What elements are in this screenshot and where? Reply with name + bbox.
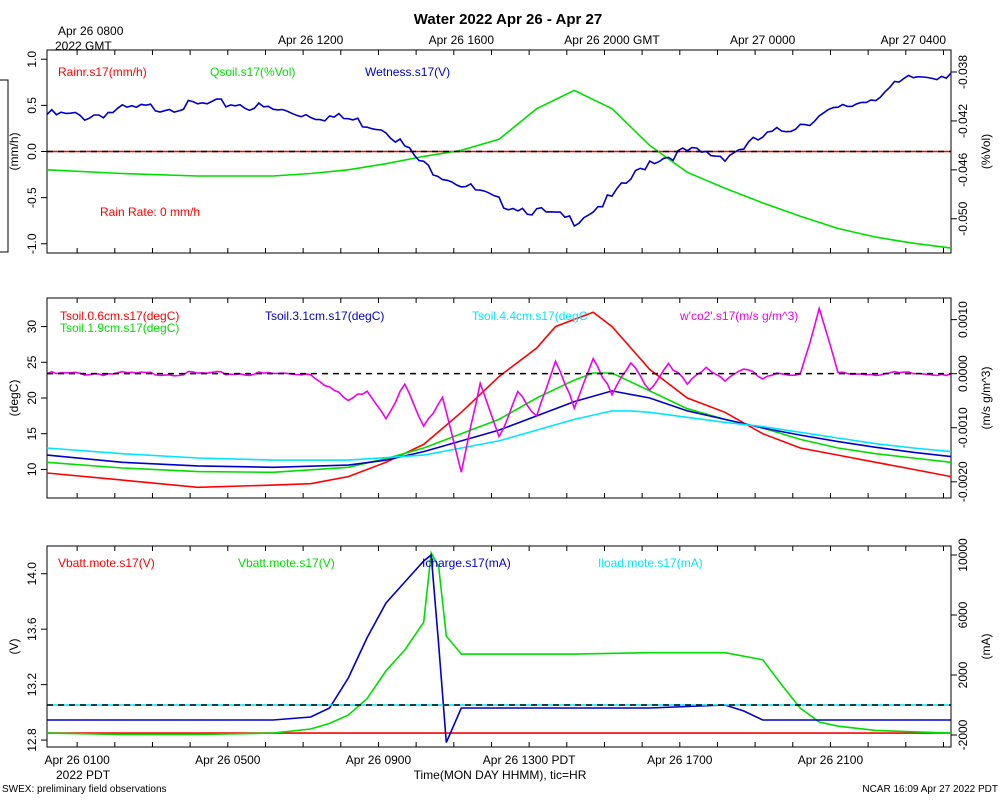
- legend-entry: Wetness.s17(V): [365, 65, 450, 79]
- series-line-blue: [46, 390, 952, 469]
- bottom-time-axis: Apr 26 0100 Apr 26 0500 Apr 26 0900 Apr 26 …: [44, 753, 863, 767]
- y-left-axis-label: (V): [7, 639, 21, 655]
- bottom-tick-label: Apr 26 0900: [346, 753, 412, 767]
- y-left-tick-label: 12.8: [25, 728, 39, 752]
- x-axis-label: Time(MON DAY HHMM), tic=HR: [414, 768, 587, 782]
- y-right-axis-label: (%Vol): [979, 134, 993, 169]
- y-left-tick-label: 0.0: [25, 143, 39, 160]
- y-left-axis-label: (mm/h): [7, 133, 21, 171]
- y-left-tick-label: 25: [25, 355, 39, 369]
- panel-soil-temperature: 30 25 20 15 10 (degC) 0.0010 0.0000 -0.0010 -0.00…: [7, 297, 993, 502]
- y-right-tick-label: 0.0010: [956, 301, 970, 338]
- legend-entry: Tsoil.4.4cm.s17(degC: [472, 309, 588, 323]
- series-line-cyan: [46, 410, 952, 461]
- top-tick-label: Apr 26 1200: [278, 33, 344, 47]
- legend-entry: Tsoil.1.9cm.s17(degC): [60, 321, 179, 335]
- legend-entry: Tsoil.3.1cm.s17(degC): [265, 309, 384, 323]
- y-left-tick-label: -1.0: [25, 233, 39, 254]
- bottom-tick-label: Apr 26 0500: [195, 753, 261, 767]
- y-right-axis-label: (m/s g/m^3): [979, 367, 993, 430]
- footer-right: NCAR 16:09 Apr 27 2022 PDT: [862, 784, 998, 795]
- y-right-tick-label: 0.0000: [956, 355, 970, 392]
- series-line-blue: [46, 72, 952, 228]
- series-line-red: [46, 311, 952, 489]
- series-line-green: [46, 550, 952, 736]
- y-left-tick-label: 14.0: [25, 562, 39, 586]
- top-tick-label: Apr 27 0400: [881, 33, 947, 47]
- legend-entry: Qsoil.s17(%Vol): [210, 65, 295, 79]
- bottom-axis-sublabel: 2022 PDT: [56, 768, 111, 782]
- y-right-tick-label: -0.038: [956, 55, 970, 89]
- y-left-tick-label: 20: [25, 391, 39, 405]
- y-right-tick-label: 6000: [956, 601, 970, 628]
- y-right-tick-label: -2000: [956, 719, 970, 750]
- series-line-green: [46, 372, 952, 474]
- left-edge-box: [0, 79, 9, 253]
- top-tick-label: Apr 26 1600: [429, 33, 495, 47]
- top-tick-label: Apr 26 0800: [58, 24, 124, 38]
- panel-water: 1.0 0.5 0.0 -0.5 -1.0 (mm/h) -0.038 -0.042 -0.04…: [7, 49, 993, 254]
- y-left-tick-label: -0.5: [25, 187, 39, 208]
- rain-rate-annotation: Rain Rate: 0 mm/h: [100, 205, 200, 219]
- y-left-tick-label: 15: [25, 427, 39, 441]
- plot-frame: [46, 297, 952, 499]
- bottom-tick-label: Apr 26 1300 PDT: [483, 753, 576, 767]
- legend-entry: Vbatt.mote.s17(V): [58, 556, 155, 570]
- y-right-tick-label: -0.0010: [956, 407, 970, 448]
- y-right-tick-label: -0.050: [956, 201, 970, 235]
- y-left-tick-label: 1.0: [25, 51, 39, 68]
- y-right-tick-label: 2000: [956, 661, 970, 688]
- legend-entry: Icharge.s17(mA): [422, 556, 511, 570]
- panel-power: 14.0 13.6 13.2 12.8 (V) 10000 6000 2000 -2000 (mA…: [7, 538, 993, 752]
- y-right-tick-label: -0.046: [956, 153, 970, 187]
- legend-entry: Tsoil.0.6cm.s17(degC): [60, 309, 179, 323]
- legend-entry: Vbatt.mote.s17(V): [238, 556, 335, 570]
- legend-entry: Iload.mote.s17(mA): [598, 556, 703, 570]
- y-left-tick-label: 13.6: [25, 617, 39, 641]
- y-right-axis-label: (mA): [979, 634, 993, 660]
- series-line-green: [46, 89, 952, 249]
- y-left-tick-label: 13.2: [25, 673, 39, 697]
- series-line-magenta: [46, 305, 952, 473]
- chart-title: Water 2022 Apr 26 - Apr 27: [414, 11, 602, 28]
- legend-entry: Rainr.s17(mm/h): [58, 65, 147, 79]
- top-tick-label: Apr 26 2000 GMT: [564, 33, 660, 47]
- y-left-axis-label: (degC): [7, 380, 21, 417]
- bottom-tick-label: Apr 26 2100: [798, 753, 864, 767]
- y-left-tick-label: 30: [25, 320, 39, 334]
- series-line-blue: [47, 553, 951, 743]
- bottom-tick-label: Apr 26 1700: [647, 753, 713, 767]
- y-right-tick-label: -0.0020: [956, 461, 970, 502]
- top-tick-label: Apr 27 0000: [730, 33, 796, 47]
- y-right-tick-label: 10000: [956, 538, 970, 572]
- y-left-tick-label: 0.5: [25, 97, 39, 114]
- top-time-axis: Apr 26 0800 Apr 26 1200 Apr 26 1600 Apr 26 …: [58, 24, 946, 47]
- y-right-tick-label: -0.042: [956, 104, 970, 138]
- footer-left: SWEX: preliminary field observations: [2, 784, 167, 795]
- bottom-tick-label: Apr 26 0100: [44, 753, 110, 767]
- legend-entry: w'co2'.s17(m/s g/m^3): [679, 309, 798, 323]
- y-left-tick-label: 10: [25, 462, 39, 476]
- plot-frame: [46, 545, 952, 748]
- top-axis-sublabel: 2022 GMT: [55, 39, 112, 53]
